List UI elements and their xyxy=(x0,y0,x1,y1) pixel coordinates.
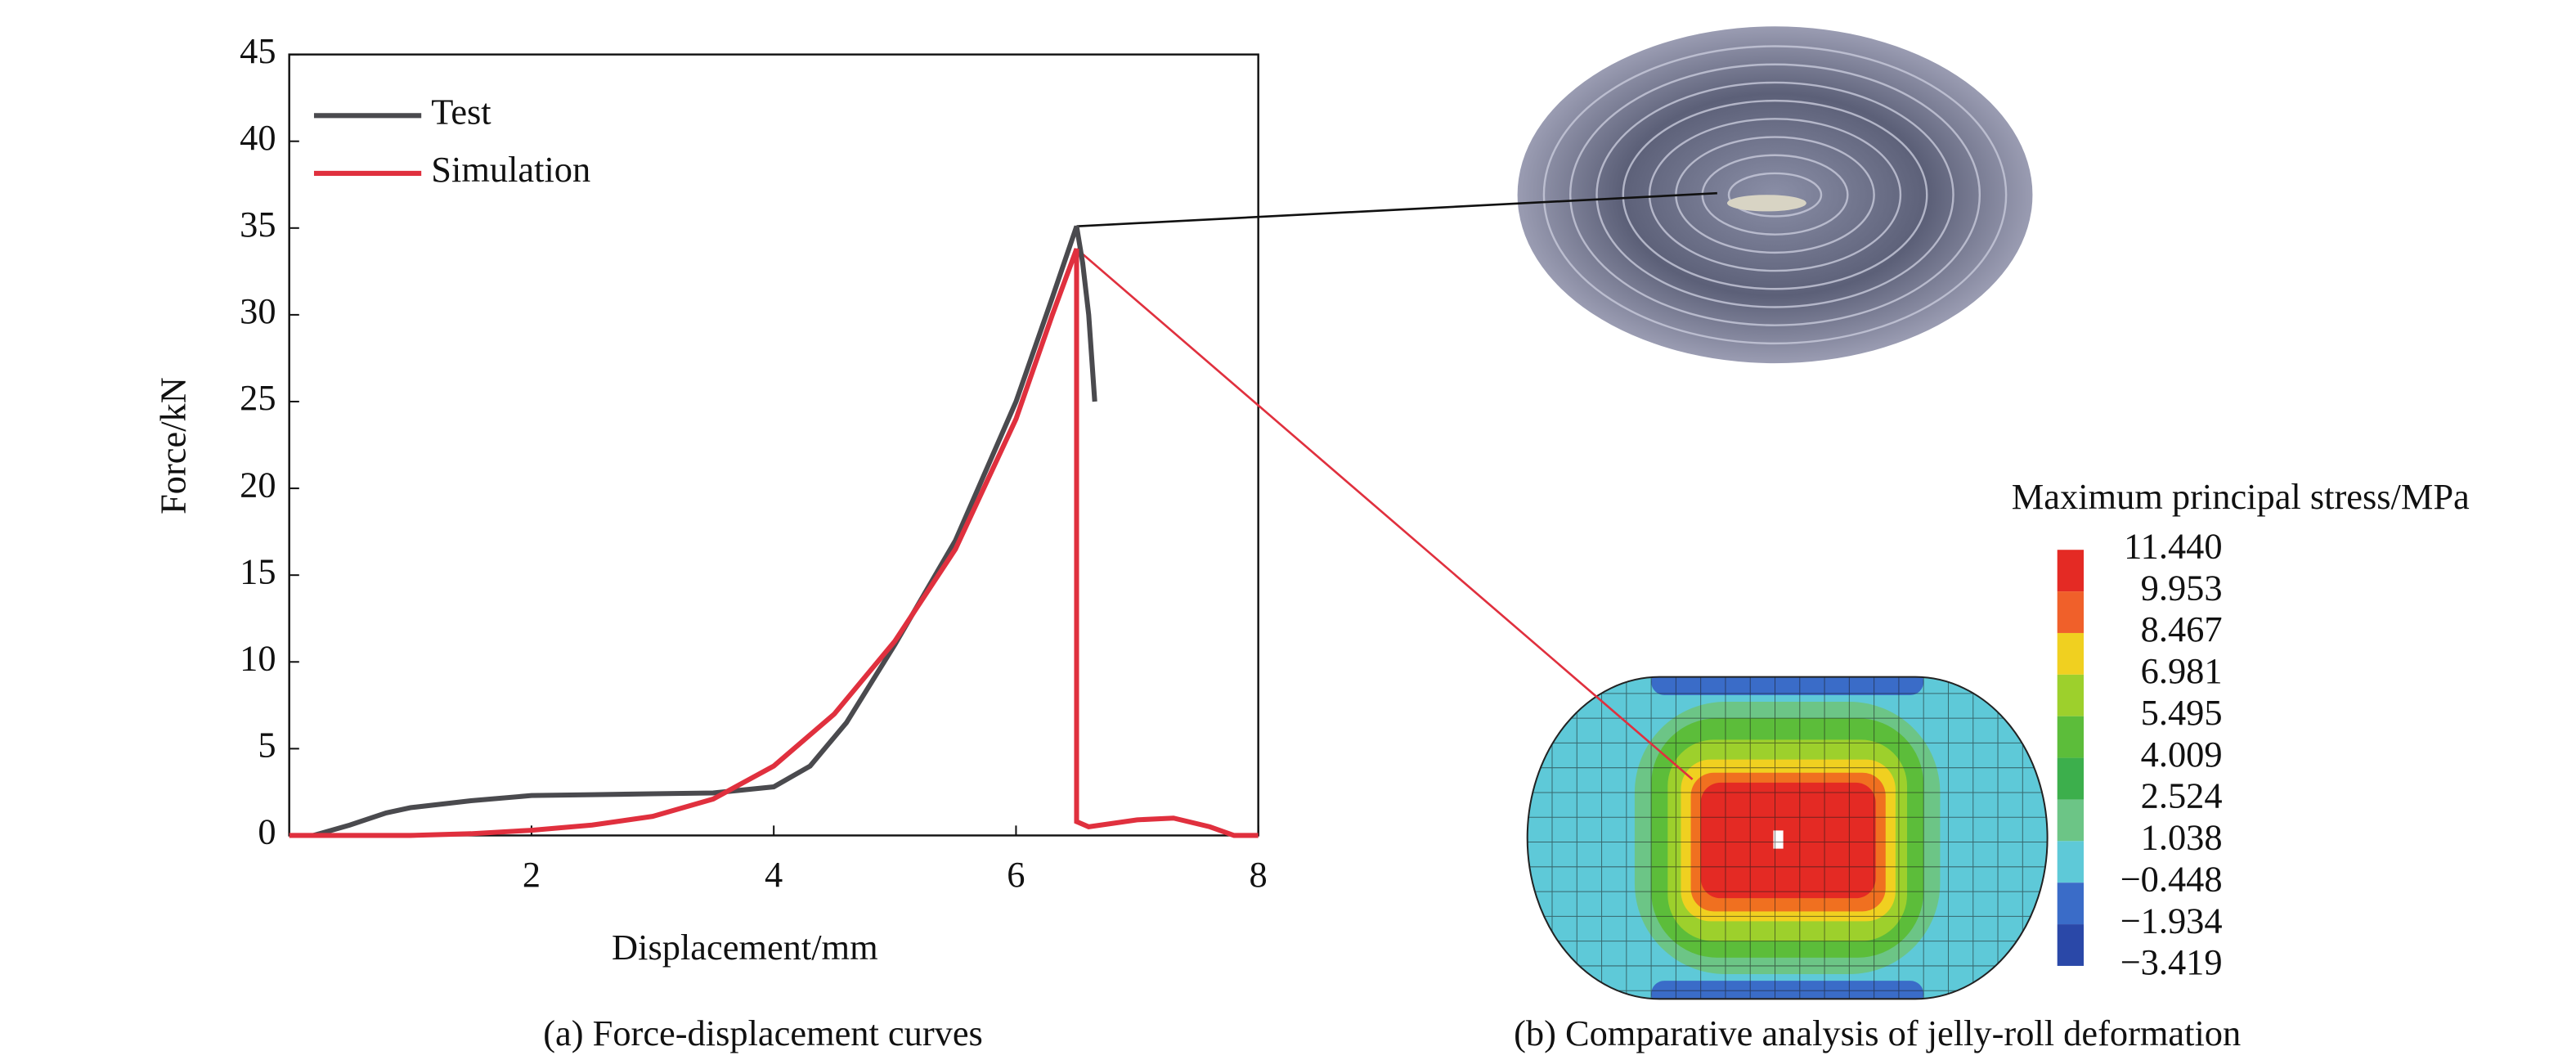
colorbar-label: 2.524 xyxy=(2141,775,2223,816)
legend-label: Simulation xyxy=(431,149,590,190)
connector-test xyxy=(1076,191,1717,227)
colorbar-label: 6.981 xyxy=(2141,650,2223,691)
y-tick-label: 45 xyxy=(240,30,276,71)
series-line xyxy=(312,225,1097,838)
caption-a: (a) Force-displacement curves xyxy=(543,1013,983,1053)
colorbar-label: 5.495 xyxy=(2141,692,2223,733)
colorbar-label: 9.953 xyxy=(2141,567,2223,608)
colorbar-label: 11.440 xyxy=(2124,525,2222,566)
x-axis-label: Displacement/mm xyxy=(612,927,878,968)
fe-contour xyxy=(1527,676,2048,999)
y-tick-label: 10 xyxy=(240,637,276,678)
fe-outline xyxy=(1526,676,2049,1000)
x-tick-label: 4 xyxy=(765,854,783,895)
colorbar-label: −3.419 xyxy=(2120,941,2223,982)
x-tick-label: 8 xyxy=(1250,854,1268,895)
y-tick-label: 40 xyxy=(240,117,276,158)
y-tick-label: 35 xyxy=(240,204,276,245)
connector-simulation xyxy=(1075,248,1694,780)
legend-label: Test xyxy=(431,91,491,132)
y-tick-label: 30 xyxy=(240,290,276,331)
caption-b: (b) Comparative analysis of jelly-roll d… xyxy=(1514,1013,2241,1053)
series-line xyxy=(289,248,1259,838)
colorbar-label: 8.467 xyxy=(2141,609,2223,649)
x-tick-label: 6 xyxy=(1007,854,1025,895)
jelly-roll-photo xyxy=(1517,26,2033,364)
y-tick-label: 15 xyxy=(240,550,276,591)
colorbar-title: Maximum principal stress/MPa xyxy=(2012,476,2470,517)
x-tick-label: 2 xyxy=(523,854,541,895)
colorbar-label: 1.038 xyxy=(2141,817,2223,858)
colorbar-label: −0.448 xyxy=(2120,858,2223,899)
y-tick-label: 25 xyxy=(240,377,276,418)
y-tick-label: 20 xyxy=(240,464,276,505)
y-tick-label: 0 xyxy=(258,811,276,852)
y-tick-label: 5 xyxy=(258,725,276,766)
colorbar-label: 4.009 xyxy=(2141,734,2223,775)
colorbar-swatches xyxy=(2057,550,2085,966)
y-axis-label: Force/kN xyxy=(153,377,194,514)
colorbar-label: −1.934 xyxy=(2120,900,2223,941)
